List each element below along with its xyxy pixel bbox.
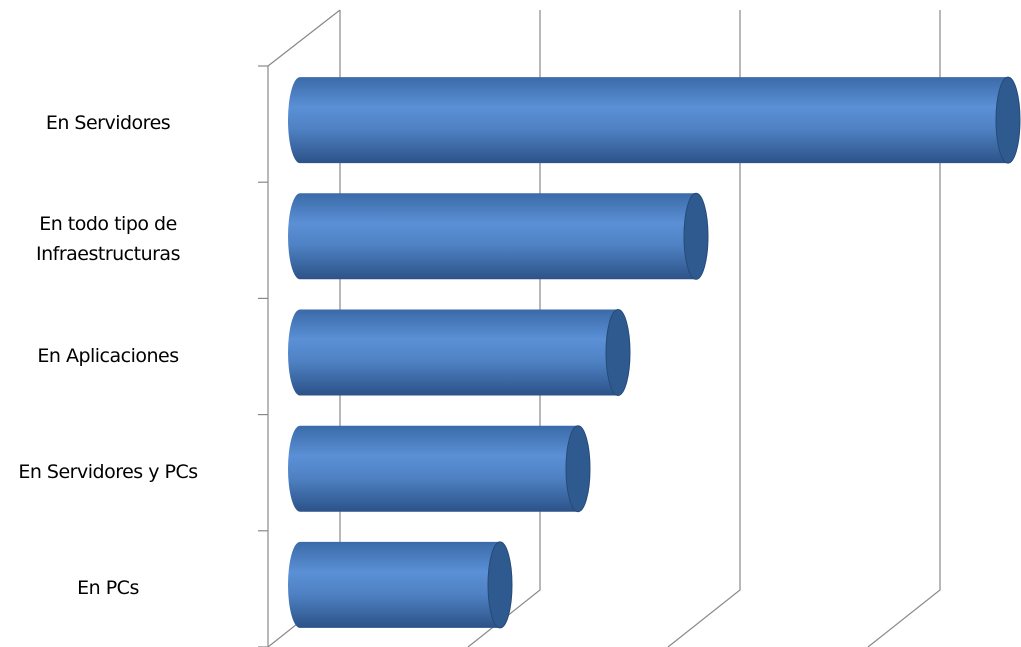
category-label: En Servidores: [45, 112, 171, 135]
grid-line: [667, 10, 741, 647]
bar-cap: [995, 76, 1021, 164]
bar-cap: [683, 192, 709, 280]
side-wall-top: [267, 9, 341, 67]
bar: [288, 309, 630, 396]
grid-line: [867, 10, 941, 647]
category-label: En todo tipo de Infraestructuras: [36, 213, 180, 266]
bar-cap: [605, 309, 631, 396]
category-label: En Aplicaciones: [37, 344, 179, 367]
bar: [288, 77, 1020, 164]
bar: [288, 425, 590, 512]
category-label: En Servidores y PCs: [18, 460, 198, 483]
bar-cap: [487, 541, 513, 629]
category-label: En PCs: [77, 576, 139, 599]
bar: [288, 193, 708, 280]
bar: [288, 541, 512, 628]
bar-cap: [565, 425, 591, 513]
